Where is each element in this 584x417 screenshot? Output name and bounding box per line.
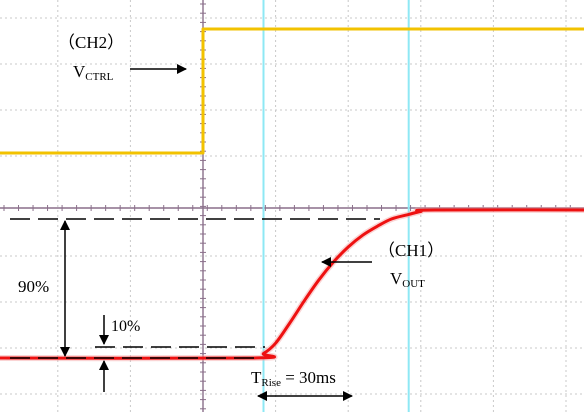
ch2-vctrl-trace: [0, 27, 584, 155]
ch1-channel-label: （CH1）: [378, 241, 444, 260]
time-cursors: [262, 0, 410, 412]
ch2-signal-label: VCTRL: [73, 62, 114, 83]
measurement-guides: [10, 64, 380, 401]
ch1-trace-noise: [0, 206, 584, 362]
rise-time-label: TRise = 30ms: [251, 368, 336, 389]
ch1-signal-label: VOUT: [390, 269, 425, 290]
ch1-vout-trace: [0, 208, 584, 360]
ch2-channel-label: （CH2）: [58, 33, 124, 52]
label-90-percent: 90%: [18, 277, 49, 296]
labels: （CH2） VCTRL （CH1） VOUT 90% 10% TRise = 3…: [18, 33, 444, 389]
label-10-percent: 10%: [111, 318, 140, 335]
traces: [0, 27, 584, 362]
